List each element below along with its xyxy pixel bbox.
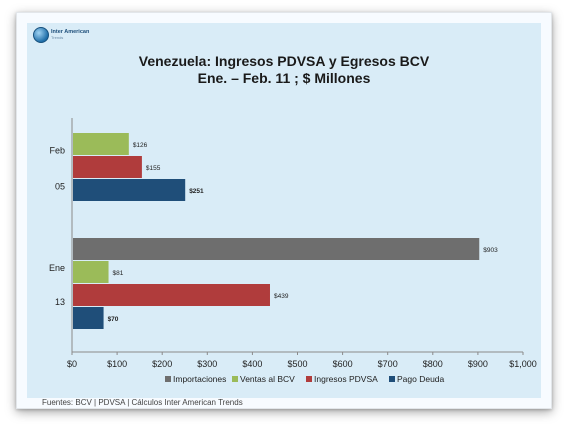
- x-tick-label: $800: [423, 359, 443, 369]
- x-tick-label: $400: [242, 359, 262, 369]
- legend-label-ventas-al-bcv: Ventas al BCV: [240, 374, 295, 384]
- legend-swatch-importaciones: [165, 376, 171, 382]
- bar-ingresos-pdvsa-ene: [73, 284, 270, 306]
- x-tick-label: $700: [378, 359, 398, 369]
- x-tick-label: $200: [152, 359, 172, 369]
- data-label: $126: [133, 142, 148, 149]
- x-tick-label: $0: [67, 359, 77, 369]
- data-label: $251: [189, 188, 204, 195]
- category-label-bottom: 05: [55, 182, 65, 192]
- chart-panel: Inter American Trends Venezuela: Ingreso…: [27, 23, 541, 407]
- bar-ingresos-pdvsa-feb: [73, 156, 142, 178]
- x-tick-label: $100: [107, 359, 127, 369]
- logo-name: Inter American: [51, 28, 90, 35]
- legend-swatch-pago-deuda: [389, 376, 395, 382]
- data-label: $439: [274, 293, 289, 300]
- company-logo: Inter American Trends: [33, 27, 89, 43]
- data-label: $81: [113, 270, 124, 277]
- legend-swatch-ventas-al-bcv: [232, 376, 238, 382]
- legend-label-pago-deuda: Pago Deuda: [397, 374, 445, 384]
- logo-sub: Trends: [51, 35, 64, 40]
- legend-swatch-ingresos-pdvsa: [306, 376, 312, 382]
- data-label: $70: [108, 316, 119, 323]
- bar-importaciones-ene: [73, 238, 480, 260]
- globe-icon: [33, 27, 49, 43]
- chart-title: Venezuela: Ingresos PDVSA y Egresos BCV: [138, 53, 430, 69]
- x-tick-label: $300: [197, 359, 217, 369]
- category-label-top: Feb: [49, 146, 65, 156]
- bar-ventas-al-bcv-feb: [73, 133, 129, 155]
- x-tick-label: $500: [287, 359, 307, 369]
- x-tick-label: $1,000: [509, 359, 537, 369]
- bar-pago-deuda-ene: [73, 307, 104, 329]
- x-tick-label: $900: [468, 359, 488, 369]
- category-label-top: Ene: [49, 263, 65, 273]
- bar-chart: $0 $100 $200 $300 $400 $500 $600 $700 $800 $900 $1…: [49, 118, 537, 384]
- data-label: $155: [146, 165, 161, 172]
- source-footnote: Fuentes: BCV | PDVSA | Cálculos Inter Am…: [42, 398, 243, 407]
- legend-label-ingresos-pdvsa: Ingresos PDVSA: [314, 374, 378, 384]
- chart-card: Inter American Trends Venezuela: Ingreso…: [16, 12, 552, 409]
- category-label-bottom: 13: [55, 297, 65, 307]
- bar-ventas-al-bcv-ene: [73, 261, 109, 283]
- data-label: $903: [483, 247, 498, 254]
- legend-label-importaciones: Importaciones: [173, 374, 226, 384]
- chart-subtitle: Ene. – Feb. 11 ; $ Millones: [197, 70, 371, 86]
- bar-pago-deuda-feb: [73, 179, 186, 201]
- x-tick-label: $600: [333, 359, 353, 369]
